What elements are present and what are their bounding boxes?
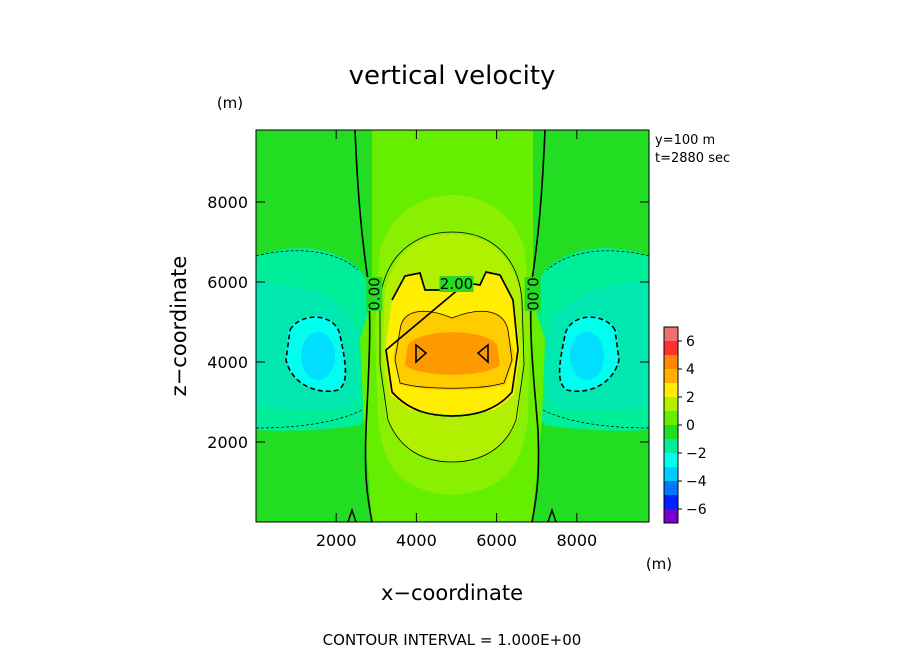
- neg-lobe-left-peak: [301, 332, 335, 380]
- contour-label-1: 0.00: [524, 277, 542, 310]
- neg-lobe-right-peak: [570, 332, 604, 380]
- contour-label-2: 2.00: [440, 275, 473, 293]
- colorbar-tick-label-3: 0: [686, 418, 695, 434]
- zero-contour-left-base: [347, 507, 357, 522]
- zero-contour-right-base: [547, 507, 557, 522]
- plot-frame: [255, 129, 650, 523]
- colorbar-swatch-0: [664, 327, 678, 341]
- contour-label-0: 0.00: [365, 277, 383, 310]
- colorbar-swatch-5: [664, 397, 678, 411]
- contour-1-00: [379, 231, 525, 463]
- colorbar-tick-label-5: −4: [686, 474, 707, 490]
- contour-4-right: [476, 343, 489, 364]
- colorbar-swatch-9: [664, 453, 678, 467]
- x-axis-unit: (m): [646, 555, 672, 573]
- colorbar-swatch-4: [664, 383, 678, 397]
- colorbar-swatch-6: [664, 411, 678, 425]
- zero-contour-right: [529, 130, 546, 522]
- chart-title: vertical velocity: [349, 61, 556, 91]
- colorbar-swatch-3: [664, 369, 678, 383]
- colorbar-swatch-11: [664, 481, 678, 495]
- colorbar-swatch-10: [664, 467, 678, 481]
- colorbar-tick-label-2: 2: [686, 390, 695, 406]
- y-axis-unit: (m): [217, 94, 243, 112]
- x-tick-label-0: 2000: [316, 531, 357, 550]
- colorbar-swatch-2: [664, 355, 678, 369]
- x-tick-label-1: 4000: [396, 531, 437, 550]
- y-axis-label: z−coordinate: [167, 256, 191, 397]
- colorbar: 6 4 2 0 −2 −4 −6: [663, 326, 707, 524]
- y-tick-label-0: 2000: [207, 433, 248, 452]
- colorbar-tick-label-6: −6: [686, 502, 707, 518]
- contour-neg-2-left: [285, 316, 347, 392]
- y-axis-ticks: 2000 4000 6000 8000: [207, 193, 649, 452]
- x-axis-label: x−coordinate: [381, 581, 523, 605]
- contour-lines: [256, 130, 649, 522]
- info-line-position: y=100 m: [655, 133, 715, 148]
- colorbar-tick-label-0: 6: [686, 334, 695, 350]
- y-tick-label-1: 4000: [207, 353, 248, 372]
- x-tick-label-3: 8000: [556, 531, 597, 550]
- contour-neg-1-left-bottom: [256, 409, 363, 429]
- colorbar-swatch-12: [664, 495, 678, 509]
- contour-neg-1-right-top: [546, 250, 649, 271]
- contour-3-00: [394, 310, 513, 389]
- colorbar-tick-label-1: 4: [686, 362, 695, 378]
- colorbar-swatch-13: [664, 509, 678, 523]
- contour-4-left: [415, 343, 428, 364]
- contour-label-bg-2: [439, 276, 474, 292]
- contour-labels: 0.00 0.00 2.00: [365, 275, 542, 311]
- colorbar-swatch-7: [664, 425, 678, 439]
- contour-label-bg-0: [366, 277, 383, 311]
- contour-neg-1-right-bottom: [542, 409, 649, 429]
- colorbar-tick-label-4: −2: [686, 446, 707, 462]
- contour-2-00: [385, 271, 519, 417]
- contour-label-bg-1: [524, 277, 541, 311]
- x-tick-label-2: 6000: [476, 531, 517, 550]
- y-tick-label-2: 6000: [207, 273, 248, 292]
- contour-plot-area: [256, 130, 649, 522]
- colorbar-swatch-8: [664, 439, 678, 453]
- zero-contour-left: [354, 130, 373, 522]
- contour-neg-1-left-top: [256, 250, 359, 271]
- info-line-time: t=2880 sec: [655, 151, 730, 166]
- contour-neg-2-right: [558, 316, 620, 392]
- y-tick-label-3: 8000: [207, 193, 248, 212]
- contour-interval-note: CONTOUR INTERVAL = 1.000E+00: [323, 631, 582, 649]
- x-axis-ticks: 2000 4000 6000 8000: [316, 130, 597, 550]
- colorbar-swatch-1: [664, 341, 678, 355]
- updraft-4-core: [405, 332, 500, 375]
